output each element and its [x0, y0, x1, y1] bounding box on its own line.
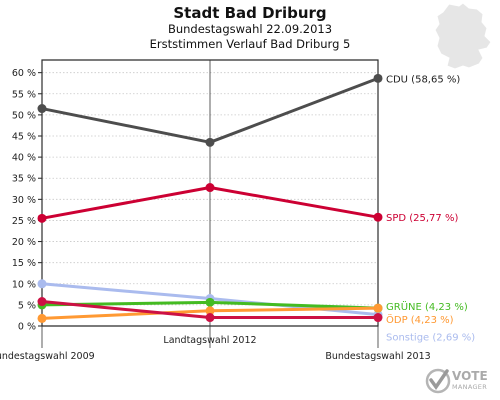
chart-subtitle-election: Bundestagswahl 22.09.2013: [167, 22, 333, 36]
x-tick-label: Bundestagswahl 2009: [0, 351, 95, 362]
y-tick-label: 25 %: [12, 216, 36, 227]
y-tick-label: 15 %: [12, 258, 36, 269]
x-tick-label: Landtagswahl 2012: [163, 335, 256, 346]
vote-manager-logo: VOTE MANAGER: [425, 368, 488, 394]
data-point: [373, 212, 383, 222]
y-tick-label: 50 %: [12, 110, 36, 121]
data-point: [205, 306, 215, 316]
y-tick-label: 10 %: [12, 279, 36, 290]
data-point: [205, 183, 215, 193]
germany-map-shape: [434, 2, 492, 70]
end-label: SPD (25,77 %): [386, 213, 458, 224]
y-tick-label: 0 %: [18, 322, 36, 333]
end-label: GRÜNE (4,23 %): [386, 300, 468, 313]
series-cdu: [37, 73, 383, 147]
x-tick-label: Bundestagswahl 2013: [325, 351, 430, 362]
data-point: [37, 297, 47, 307]
data-point: [373, 303, 383, 313]
end-label: ÖDP (4,23 %): [386, 313, 454, 326]
series-spd: [37, 183, 383, 223]
y-axis-ticks: 0 % 5 % 10 % 15 % 20 % 25 % 30 % 35 % 40 % 45 % 50…: [12, 68, 42, 333]
logo-text-vote: VOTE: [452, 369, 488, 383]
series-lines: [37, 73, 383, 323]
vote-manager-logo-icon: [425, 368, 451, 394]
y-tick-label: 5 %: [18, 300, 36, 311]
data-point: [37, 279, 47, 289]
data-point: [37, 313, 47, 323]
series-end-labels: CDU (58,65 %) SPD (25,77 %) Sonstige (2,69…: [386, 74, 475, 343]
y-tick-label: 45 %: [12, 132, 36, 143]
y-tick-label: 35 %: [12, 174, 36, 185]
y-tick-label: 55 %: [12, 89, 36, 100]
y-tick-label: 40 %: [12, 153, 36, 164]
data-point: [373, 73, 383, 83]
germany-map-icon: [434, 2, 492, 70]
series-unlabeled: [37, 297, 383, 323]
end-label: CDU (58,65 %): [386, 74, 460, 85]
data-point: [205, 137, 215, 147]
chart-header: Stadt Bad Driburg Bundestagswahl 22.09.2…: [0, 4, 500, 52]
series-dp: [37, 303, 383, 323]
data-point: [37, 213, 47, 223]
data-point: [205, 313, 215, 323]
logo-text-manager: MANAGER: [452, 383, 487, 391]
chart-subtitle-district: Erststimmen Verlauf Bad Driburg 5: [149, 37, 351, 51]
data-point: [373, 313, 383, 323]
end-label: Sonstige (2,69 %): [386, 333, 475, 344]
data-point: [37, 104, 47, 114]
chart-title: Stadt Bad Driburg: [173, 4, 327, 22]
y-tick-label: 60 %: [12, 68, 36, 79]
data-point: [205, 297, 215, 307]
y-tick-label: 20 %: [12, 237, 36, 248]
y-tick-label: 30 %: [12, 195, 36, 206]
